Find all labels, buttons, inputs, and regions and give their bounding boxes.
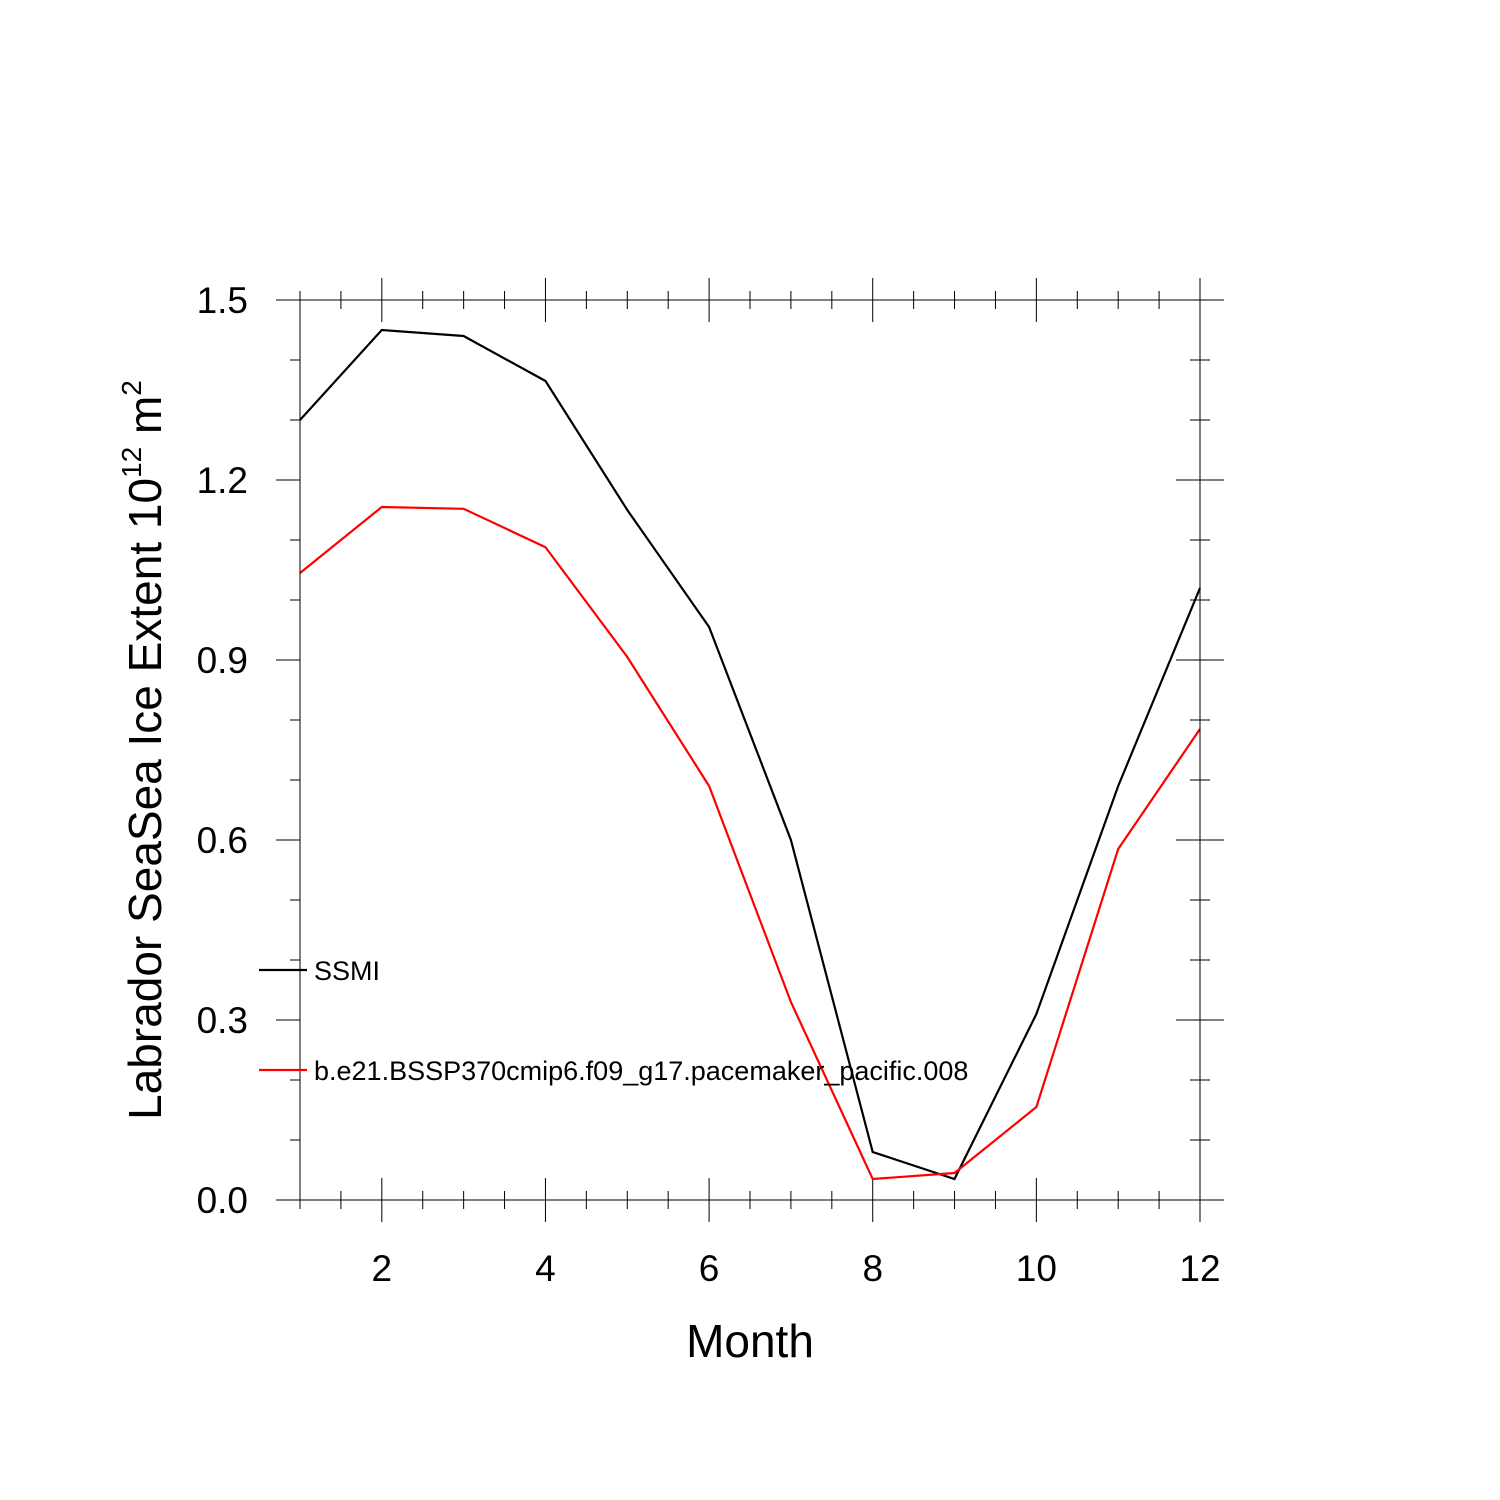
y-axis-label-unit-exponent: 2 bbox=[116, 380, 147, 396]
y-tick-label: 0.0 bbox=[197, 1180, 248, 1221]
x-tick-label: 4 bbox=[535, 1248, 556, 1289]
y-axis-label: Labrador SeaSea Ice Extent 1012 m2 bbox=[116, 380, 171, 1120]
y-axis-label-unit: m bbox=[119, 396, 171, 447]
tick-labels: 2 4 6 8 10 12 0.0 0.3 0.6 0.9 1.2 1.5 bbox=[197, 280, 1221, 1289]
x-tick-label: 10 bbox=[1016, 1248, 1057, 1289]
series-line-1 bbox=[299, 505, 1201, 1181]
y-tick-label: 0.3 bbox=[197, 1000, 248, 1041]
plot-frame bbox=[299, 299, 1201, 1201]
legend-label-1: b.e21.BSSP370cmip6.f09_g17.pacemaker_pac… bbox=[314, 1056, 968, 1086]
y-axis-label-exponent: 12 bbox=[116, 447, 147, 478]
x-tick-label: 8 bbox=[862, 1248, 883, 1289]
legend-label-0: SSMI bbox=[314, 956, 380, 986]
y-axis-label-text: Labrador SeaSea Ice Extent 10 bbox=[119, 478, 171, 1120]
y-tick-label: 0.9 bbox=[197, 640, 248, 681]
x-axis-label: Month bbox=[686, 1315, 814, 1367]
legend: SSMI b.e21.BSSP370cmip6.f09_g17.pacemaker… bbox=[259, 956, 968, 1086]
y-tick-label: 0.6 bbox=[197, 820, 248, 861]
y-tick-label: 1.2 bbox=[197, 460, 248, 501]
y-tick-label: 1.5 bbox=[197, 280, 248, 321]
x-tick-label: 6 bbox=[699, 1248, 720, 1289]
x-tick-label: 12 bbox=[1179, 1248, 1220, 1289]
series-line-0 bbox=[299, 328, 1202, 1181]
x-tick-label: 2 bbox=[372, 1248, 393, 1289]
series-lines bbox=[299, 328, 1202, 1181]
